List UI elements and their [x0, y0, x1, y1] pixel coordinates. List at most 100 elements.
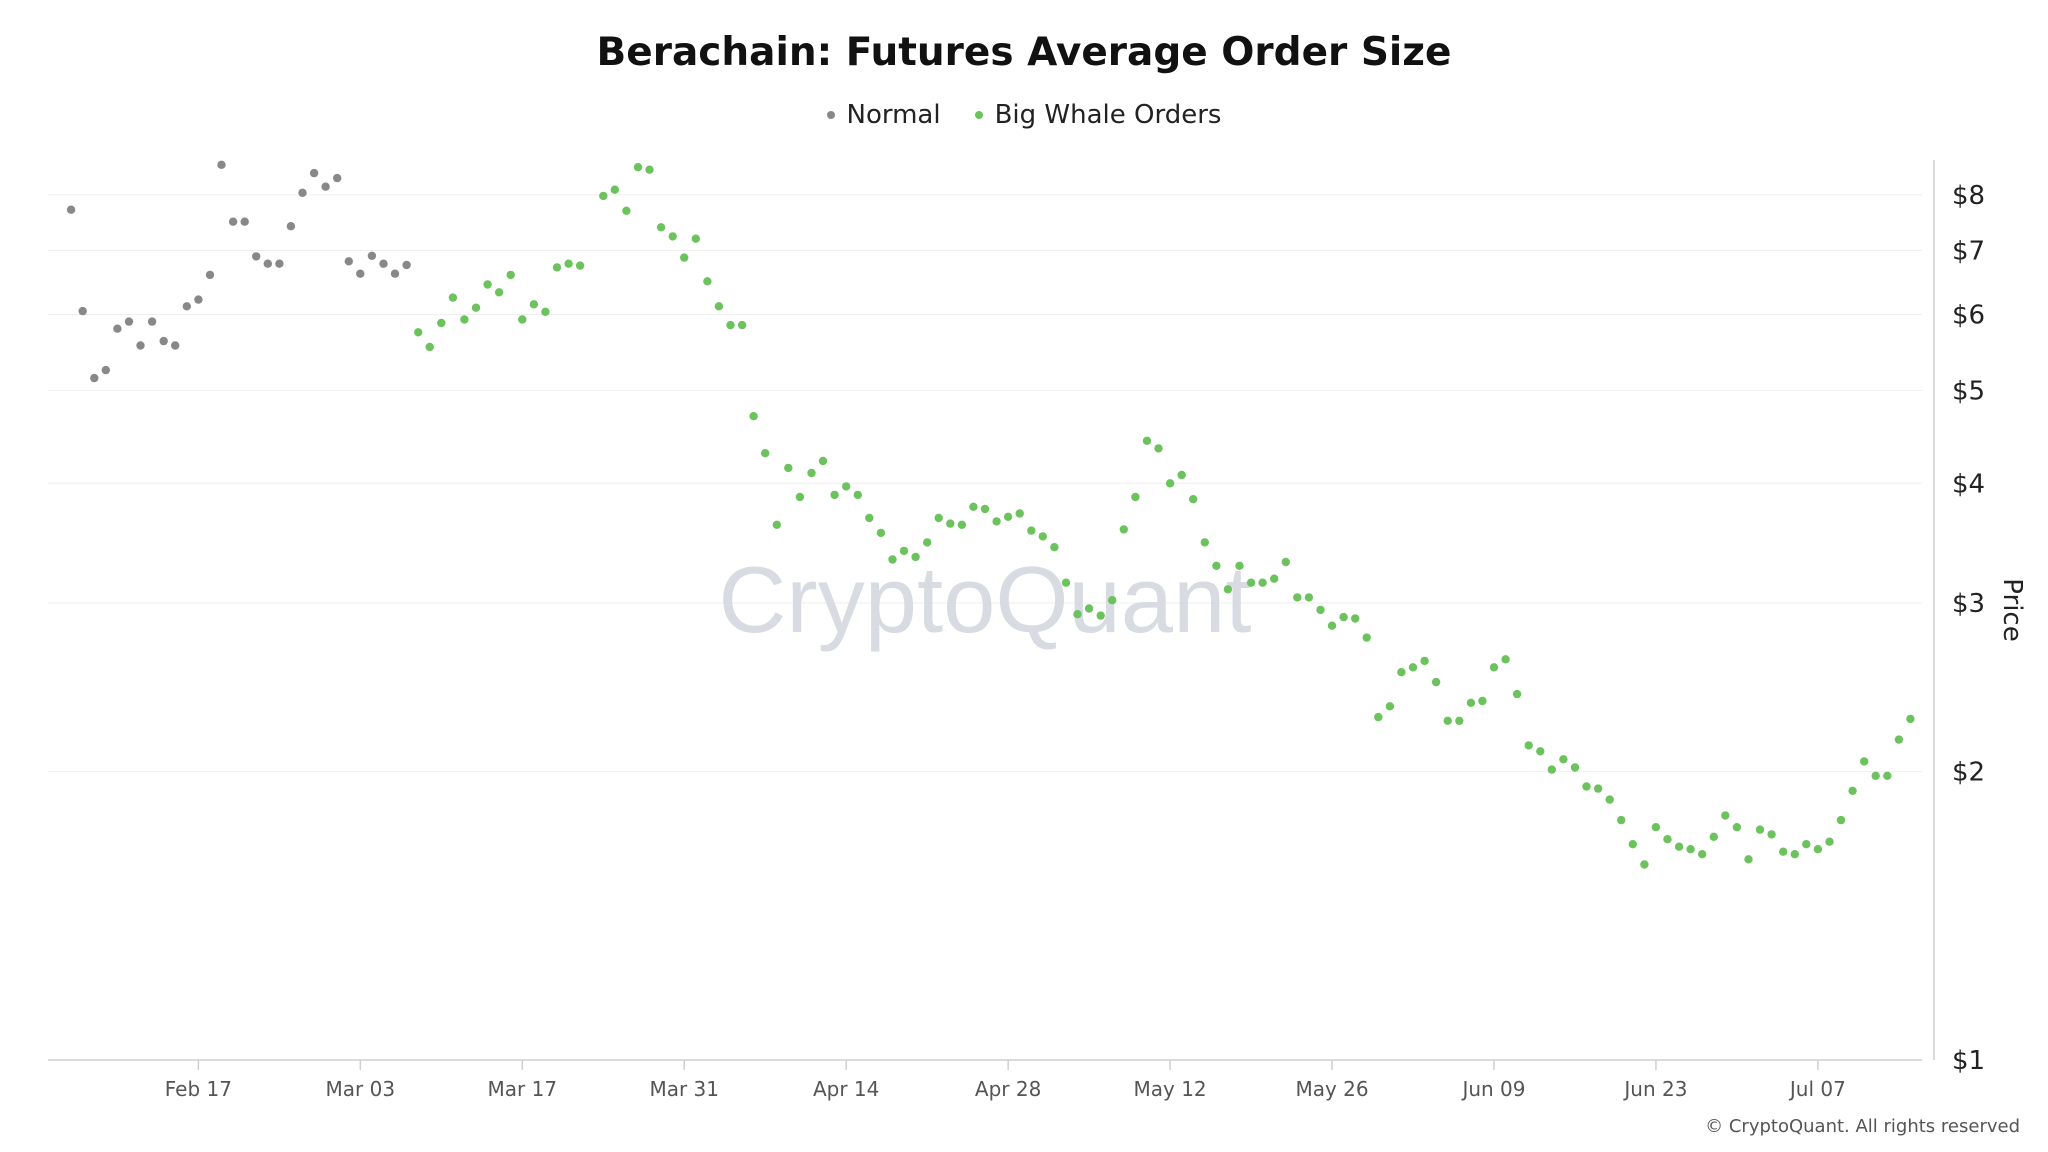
data-point-big-whale-orders — [1732, 823, 1742, 832]
data-point-big-whale-orders — [1674, 842, 1684, 851]
y-tick-label: $7 — [1952, 236, 1985, 266]
data-point-big-whale-orders — [1836, 815, 1846, 825]
data-point-big-whale-orders — [1755, 825, 1765, 834]
data-point-big-whale-orders — [911, 552, 920, 562]
data-point-big-whale-orders — [1362, 633, 1371, 642]
data-point-big-whale-orders — [1327, 621, 1337, 630]
data-point-big-whale-orders — [1547, 765, 1557, 774]
data-point-big-whale-orders — [830, 490, 839, 500]
data-point-big-whale-orders — [1779, 847, 1788, 856]
data-point-big-whale-orders — [899, 546, 909, 556]
data-point-big-whale-orders — [1050, 543, 1059, 552]
data-point-big-whale-orders — [1142, 436, 1152, 445]
axes-layer: $1 $2 $3 $4 $5 $6 $7 $8 Feb 17 Mar 03 Mar 17 Mar 31… — [48, 160, 1985, 1101]
data-point-big-whale-orders — [1825, 837, 1834, 846]
data-point-normal — [379, 259, 388, 268]
data-point-big-whale-orders — [888, 555, 897, 564]
data-point-big-whale-orders — [1431, 677, 1441, 687]
data-point-big-whale-orders — [1813, 845, 1823, 854]
data-point-normal — [390, 269, 400, 278]
y-tick-label: $2 — [1952, 758, 1985, 788]
data-point-big-whale-orders — [957, 520, 967, 529]
data-point-big-whale-orders — [784, 463, 793, 473]
data-point-big-whale-orders — [1316, 605, 1325, 615]
data-point-big-whale-orders — [1027, 526, 1036, 535]
y-axis-label: Price — [1997, 578, 2027, 641]
data-point-big-whale-orders — [1270, 574, 1279, 583]
y-tick-label: $1 — [1952, 1046, 1985, 1076]
data-point-big-whale-orders — [934, 513, 943, 523]
data-point-normal — [182, 302, 191, 311]
data-point-big-whale-orders — [1559, 755, 1568, 764]
data-point-big-whale-orders — [1906, 714, 1915, 724]
data-point-big-whale-orders — [575, 261, 585, 270]
data-point-normal — [124, 317, 134, 326]
data-point-normal — [333, 173, 342, 183]
data-point-big-whale-orders — [1281, 557, 1291, 567]
data-point-big-whale-orders — [1698, 850, 1707, 859]
data-point-normal — [286, 222, 296, 231]
data-point-big-whale-orders — [1617, 815, 1626, 825]
legend: Normal Big Whale Orders — [0, 100, 2048, 130]
data-point-normal — [205, 270, 215, 280]
x-tick-label: Feb 17 — [165, 1077, 232, 1101]
data-point-big-whale-orders — [448, 293, 458, 302]
data-point-big-whale-orders — [610, 185, 619, 194]
data-point-big-whale-orders — [946, 519, 955, 528]
data-point-big-whale-orders — [1512, 689, 1522, 699]
data-point-big-whale-orders — [795, 492, 805, 502]
data-point-big-whale-orders — [1524, 741, 1533, 750]
data-point-normal — [344, 257, 353, 266]
data-point-normal — [263, 259, 272, 268]
chart-title: Berachain: Futures Average Order Size — [596, 30, 1452, 75]
data-point-big-whale-orders — [656, 223, 666, 232]
data-point-big-whale-orders — [1119, 525, 1129, 534]
data-point-normal — [367, 251, 377, 260]
y-tick-label: $8 — [1952, 181, 1985, 211]
legend-marker-normal — [826, 111, 835, 119]
data-point-normal — [228, 217, 238, 226]
data-point-big-whale-orders — [865, 513, 874, 523]
data-point-big-whale-orders — [1177, 470, 1186, 480]
x-tick-label: Mar 03 — [326, 1077, 396, 1101]
data-point-big-whale-orders — [1385, 702, 1395, 711]
data-point-big-whale-orders — [1802, 840, 1811, 849]
data-point-big-whale-orders — [437, 318, 446, 328]
data-point-normal — [101, 365, 111, 375]
data-point-big-whale-orders — [529, 300, 539, 309]
data-point-big-whale-orders — [1848, 786, 1857, 795]
data-point-big-whale-orders — [541, 307, 550, 316]
legend-label-normal: Normal — [846, 100, 941, 130]
data-point-big-whale-orders — [1593, 784, 1603, 793]
data-point-big-whale-orders — [726, 320, 735, 330]
data-point-big-whale-orders — [1108, 596, 1117, 605]
x-tick-label: Mar 17 — [488, 1077, 558, 1101]
data-point-big-whale-orders — [1408, 663, 1418, 672]
data-point-big-whale-orders — [494, 288, 504, 297]
legend-item-normal[interactable]: Normal — [826, 100, 941, 130]
copyright-notice: © CryptoQuant. All rights reserved — [1705, 1116, 2020, 1137]
data-point-big-whale-orders — [483, 280, 492, 289]
data-point-big-whale-orders — [1293, 593, 1302, 602]
data-point-big-whale-orders — [923, 538, 932, 547]
data-point-normal — [147, 317, 157, 326]
data-point-big-whale-orders — [506, 270, 515, 280]
data-point-big-whale-orders — [1200, 538, 1210, 547]
x-tick-label: Apr 28 — [975, 1077, 1041, 1101]
data-point-big-whale-orders — [1339, 612, 1348, 622]
data-point-big-whale-orders — [1605, 795, 1614, 804]
data-point-normal — [217, 160, 226, 169]
data-point-big-whale-orders — [1443, 716, 1452, 725]
data-point-big-whale-orders — [1246, 578, 1256, 587]
data-point-normal — [171, 341, 180, 350]
x-tick-label: May 26 — [1295, 1077, 1368, 1101]
data-point-big-whale-orders — [1686, 845, 1695, 854]
data-point-big-whale-orders — [1790, 850, 1800, 859]
legend-item-big-whale-orders[interactable]: Big Whale Orders — [974, 100, 1221, 130]
data-point-big-whale-orders — [1061, 578, 1071, 587]
data-point-normal — [66, 205, 76, 214]
data-point-big-whale-orders — [1883, 771, 1892, 780]
data-point-big-whale-orders — [599, 191, 608, 201]
data-point-big-whale-orders — [1721, 811, 1730, 820]
data-point-normal — [136, 341, 145, 350]
